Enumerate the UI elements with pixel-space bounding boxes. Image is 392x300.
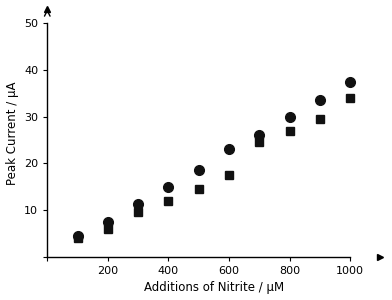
X-axis label: Additions of Nitrite / μM: Additions of Nitrite / μM <box>144 281 284 294</box>
Y-axis label: Peak Current / μA: Peak Current / μA <box>5 81 18 185</box>
